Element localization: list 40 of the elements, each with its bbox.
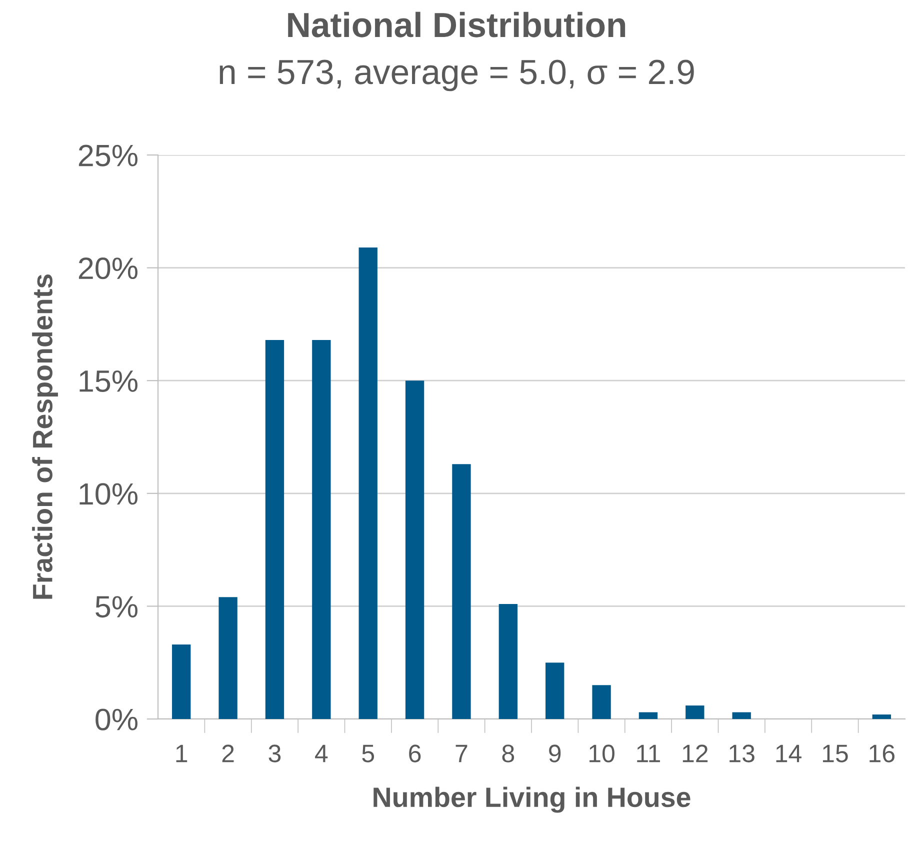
chart-subtitle: n = 573, average = 5.0, σ = 2.9 (220, 60, 694, 92)
bar (732, 712, 751, 719)
x-axis-title: Number Living in House (374, 786, 690, 813)
x-tick-label: 14 (776, 744, 802, 762)
x-tick-label: 1 (176, 744, 188, 762)
x-tick-label: 2 (222, 744, 234, 762)
chart-title: National Distribution (288, 12, 626, 38)
x-tick-label: 4 (315, 744, 328, 762)
x-tick-label: 10 (590, 744, 614, 762)
x-tick-label: 8 (502, 744, 514, 762)
x-tick-label: 5 (362, 744, 374, 762)
bar (592, 685, 611, 719)
bar (312, 340, 331, 719)
x-tick-label: 9 (549, 744, 561, 762)
y-tick-label: 5% (96, 596, 138, 618)
bar (218, 597, 238, 719)
y-tick-label: 10% (80, 483, 138, 505)
x-tick-label: 6 (409, 744, 421, 762)
bar (172, 644, 191, 719)
x-tick-label: 11 (637, 744, 660, 762)
bar (872, 714, 891, 719)
bar (452, 464, 471, 719)
y-tick-label: 20% (78, 258, 138, 280)
x-tick-label: 16 (870, 744, 894, 762)
y-tick-label: 15% (80, 370, 138, 392)
x-tick-label: 12 (682, 744, 708, 762)
bar (686, 705, 704, 719)
y-tick-label: 25% (78, 144, 138, 166)
x-tick-label: 7 (456, 744, 468, 762)
x-tick-label: 3 (268, 744, 281, 762)
bar (638, 712, 658, 719)
x-tick-label: 13 (730, 744, 754, 762)
bar (265, 340, 284, 719)
y-tick-label: 0% (96, 708, 138, 730)
bar (546, 662, 564, 719)
x-tick-label: 15 (822, 744, 848, 762)
bar (498, 604, 518, 719)
bar (405, 380, 424, 719)
y-axis-title: Fraction of Respondents (32, 274, 58, 599)
bar (358, 247, 378, 719)
